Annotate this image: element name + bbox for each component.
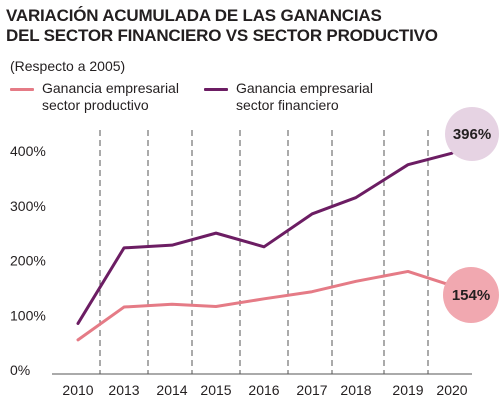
y-tick-label-0: 0%	[10, 362, 30, 378]
y-tick-label-300: 300%	[10, 198, 46, 214]
chart-subtitle: (Respecto a 2005)	[10, 58, 126, 74]
annotation-bubble-productivo	[443, 267, 499, 323]
legend-label-productivo-line1: Ganancia empresarial	[42, 80, 179, 96]
x-tick-label-2019: 2019	[392, 382, 423, 398]
legend-label-financiero-line2: sector financiero	[236, 97, 339, 113]
x-tick-label-2010: 2010	[62, 382, 93, 398]
x-tick-label-2018: 2018	[340, 382, 371, 398]
x-tick-label-2015: 2015	[200, 382, 231, 398]
annotation-label-financiero: 396%	[453, 126, 491, 143]
y-tick-label-200: 200%	[10, 253, 46, 269]
x-tick-label-2014: 2014	[156, 382, 187, 398]
series-line-productivo	[76, 269, 454, 342]
annotation-label-productivo: 154%	[452, 287, 490, 304]
legend-swatch-productivo	[10, 88, 34, 91]
x-tick-label-2020: 2020	[436, 382, 467, 398]
series-line-financiero	[76, 151, 454, 325]
annotation-bubble-financiero	[445, 107, 499, 161]
chart-title: VARIACIÓN ACUMULADA DE LAS GANANCIAS DEL…	[6, 6, 476, 46]
legend-label-productivo-line2: sector productivo	[42, 97, 149, 113]
legend-label-financiero: Ganancia empresarial sector financiero	[236, 80, 373, 114]
y-tick-label-100: 100%	[10, 307, 46, 323]
x-tick-label-2017: 2017	[296, 382, 327, 398]
legend-label-productivo: Ganancia empresarial sector productivo	[42, 80, 179, 114]
chart-title-line1: VARIACIÓN ACUMULADA DE LAS GANANCIAS	[6, 6, 382, 25]
y-tick-label-400: 400%	[10, 143, 46, 159]
legend-label-financiero-line1: Ganancia empresarial	[236, 80, 373, 96]
legend-item-productivo: Ganancia empresarial sector productivo	[10, 80, 179, 114]
legend-item-financiero: Ganancia empresarial sector financiero	[204, 80, 373, 114]
legend-swatch-financiero	[204, 88, 228, 91]
x-tick-label-2013: 2013	[108, 382, 139, 398]
x-tick-label-2016: 2016	[248, 382, 279, 398]
chart-title-line2: DEL SECTOR FINANCIERO VS SECTOR PRODUCTI…	[6, 26, 438, 45]
